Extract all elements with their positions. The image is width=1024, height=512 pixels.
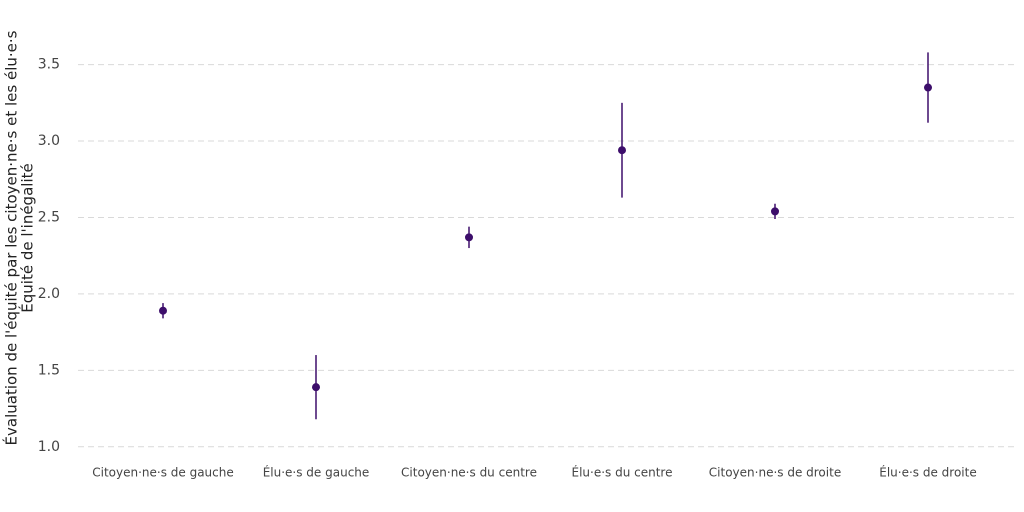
x-tick-label: Citoyen·ne·s du centre: [401, 466, 537, 480]
y-axis-label: Équité de l'inégalité: [18, 163, 37, 312]
x-tick-label: Élu·e·s de droite: [879, 465, 976, 480]
y-tick-label: 2.0: [38, 286, 60, 302]
point: [771, 207, 779, 216]
point: [312, 383, 320, 392]
x-tick-label: Élu·e·s du centre: [572, 465, 673, 480]
point: [465, 233, 473, 242]
point: [159, 306, 167, 315]
y-tick-label: 3.5: [38, 57, 60, 73]
y-tick-label: 3.0: [38, 133, 60, 149]
point: [618, 146, 626, 155]
y-tick-label: 1.5: [38, 362, 60, 378]
y-axis-label: Évaluation de l'équité par les citoyen·n…: [2, 30, 21, 445]
x-tick-label: Citoyen·ne·s de gauche: [92, 466, 234, 480]
point: [924, 83, 932, 92]
y-tick-label: 1.0: [38, 439, 60, 455]
y-tick-label: 2.5: [38, 209, 60, 225]
x-tick-label: Élu·e·s de gauche: [263, 465, 370, 480]
x-tick-label: Citoyen·ne·s de droite: [709, 466, 841, 480]
